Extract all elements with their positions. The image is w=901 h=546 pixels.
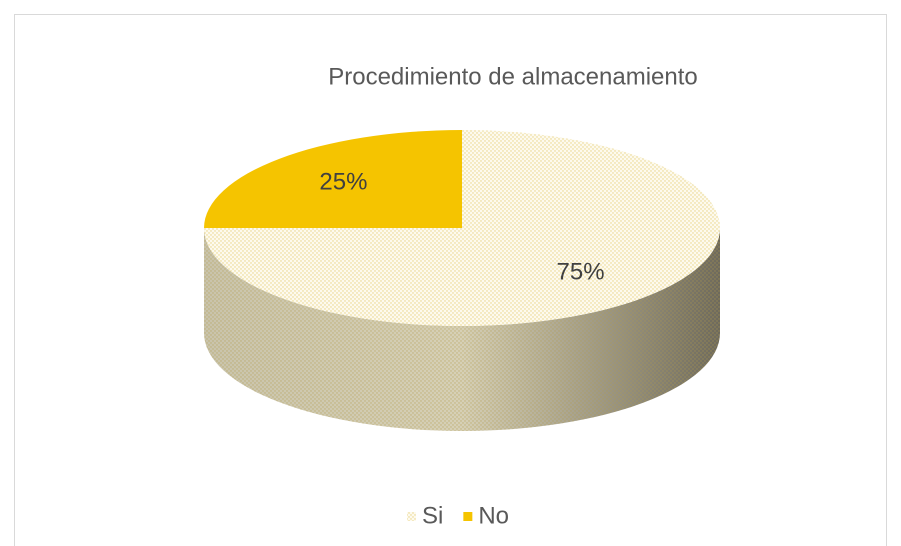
data-label: 25%	[319, 168, 367, 195]
data-label: 75%	[557, 258, 605, 285]
pie-side-texture	[204, 228, 720, 431]
legend-marker	[463, 512, 473, 521]
legend-label: No	[478, 502, 509, 529]
pie-slice	[204, 130, 462, 228]
chart-frame	[14, 14, 887, 546]
legend-marker	[407, 512, 416, 521]
chart-title: Procedimiento de almacenamiento	[328, 63, 698, 90]
legend-label: Si	[422, 502, 443, 529]
